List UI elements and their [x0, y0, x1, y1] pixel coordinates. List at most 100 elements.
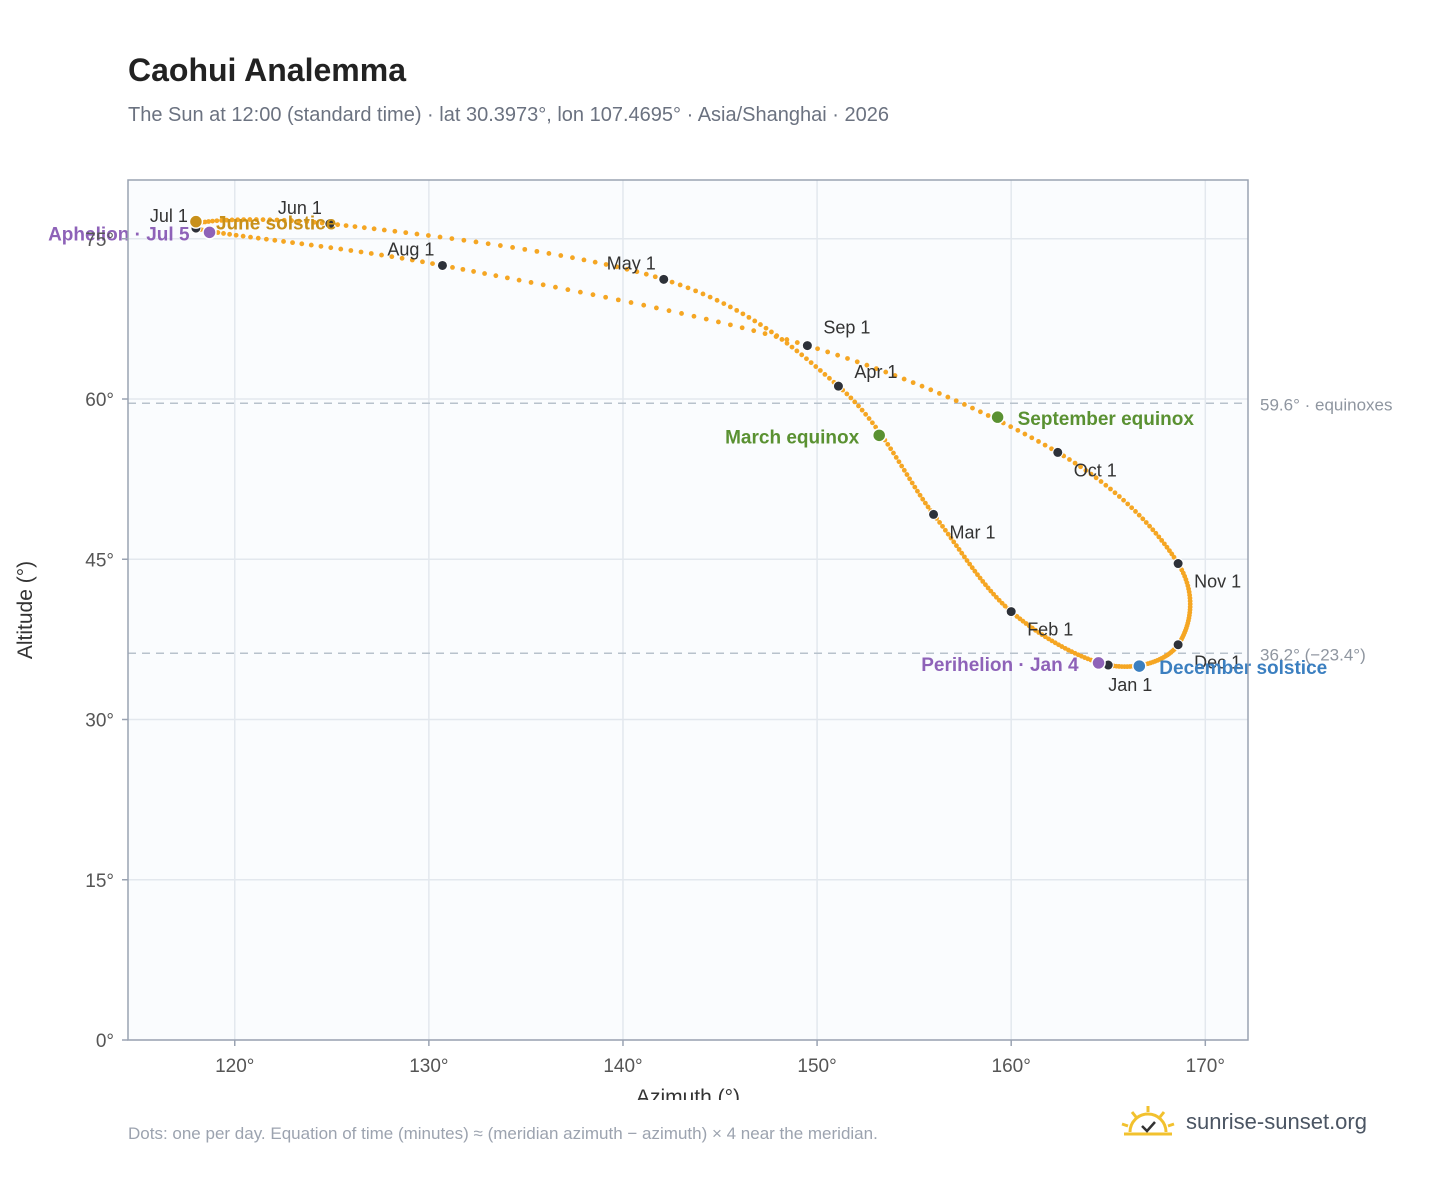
- daily-sun-dot: [763, 325, 769, 331]
- daily-sun-dot: [510, 245, 515, 250]
- daily-sun-dot: [856, 403, 861, 409]
- daily-sun-dot: [677, 282, 683, 288]
- daily-sun-dot: [1093, 475, 1099, 481]
- daily-sun-dot: [1159, 537, 1165, 543]
- daily-sun-dot: [614, 264, 620, 270]
- daily-sun-dot: [991, 591, 996, 597]
- daily-sun-dot: [956, 547, 962, 552]
- daily-sun-dot: [859, 407, 865, 413]
- daily-sun-dot: [1125, 501, 1131, 507]
- daily-sun-dot: [892, 373, 898, 378]
- daily-sun-dot: [891, 450, 896, 456]
- daily-sun-dot: [328, 245, 334, 251]
- daily-sun-dot: [808, 360, 814, 366]
- daily-sun-dot: [1161, 541, 1167, 547]
- daily-sun-dot: [666, 308, 672, 314]
- daily-sun-dot: [920, 496, 926, 502]
- daily-sun-dot: [215, 230, 221, 235]
- month-label: Oct 1: [1074, 460, 1117, 480]
- daily-sun-dot: [260, 217, 266, 223]
- daily-sun-dot: [590, 292, 596, 298]
- daily-sun-dot: [962, 554, 967, 560]
- daily-sun-dot: [980, 578, 986, 584]
- daily-sun-dot: [1088, 471, 1094, 477]
- y-axis-label: Altitude (°): [14, 561, 37, 659]
- axis-ticks: 120° 130° 140° 150° 160° 170° 0° 15° 30° 45° 60° 75…: [85, 230, 1225, 1077]
- month-label: Feb 1: [1027, 620, 1073, 640]
- daily-sun-dot: [714, 297, 720, 303]
- daily-sun-dot: [740, 311, 746, 317]
- daily-sun-dot: [922, 500, 928, 506]
- daily-sun-dot: [746, 314, 752, 320]
- daily-sun-dot: [685, 285, 691, 291]
- daily-sun-dot: [267, 217, 273, 223]
- y-tick-label: 0°: [96, 1031, 114, 1052]
- daily-sun-dot: [641, 302, 647, 308]
- daily-sun-dot: [399, 255, 405, 261]
- daily-sun-dot: [904, 472, 910, 477]
- daily-sun-dot: [864, 362, 870, 368]
- daily-sun-dot: [643, 271, 649, 277]
- daily-sun-dot: [1129, 505, 1135, 511]
- event-marker: [1091, 655, 1106, 671]
- daily-sun-dot: [485, 241, 491, 247]
- daily-sun-dot: [852, 399, 858, 405]
- brand-text: sunrise-sunset.org: [1186, 1109, 1367, 1134]
- y-tick-label: 30°: [85, 711, 114, 732]
- daily-sun-dot: [319, 220, 325, 226]
- daily-sun-dot: [940, 523, 945, 529]
- month-marker: [658, 273, 670, 285]
- daily-sun-dot: [948, 535, 954, 541]
- daily-sun-dot: [1083, 468, 1089, 473]
- daily-sun-dot: [516, 277, 522, 283]
- daily-sun-dot: [977, 575, 983, 581]
- month-marker: [801, 340, 813, 352]
- daily-sun-dot: [789, 344, 795, 350]
- daily-sun-dot: [784, 340, 790, 346]
- daily-sun-dot: [471, 269, 476, 274]
- daily-sun-dot: [308, 242, 314, 248]
- daily-sun-dot: [758, 322, 763, 327]
- daily-sun-dot: [534, 248, 540, 254]
- x-axis-label: Azimuth (°): [636, 1086, 740, 1100]
- daily-sun-dot: [229, 217, 235, 223]
- daily-sun-dot: [700, 291, 706, 297]
- daily-sun-dot: [227, 231, 233, 237]
- daily-sun-dot: [752, 318, 758, 324]
- daily-sun-dot: [937, 519, 942, 525]
- daily-sun-dot: [247, 217, 253, 222]
- daily-sun-dot: [972, 568, 978, 574]
- daily-sun-dot: [693, 288, 699, 294]
- month-label: Apr 1: [854, 362, 897, 382]
- daily-sun-dot: [389, 254, 395, 260]
- month-label: May 1: [607, 253, 656, 273]
- daily-sun-dot: [652, 274, 658, 280]
- event-label: Aphelion · Jul 5: [48, 224, 190, 245]
- daily-sun-dot: [210, 218, 215, 224]
- daily-sun-dot: [414, 231, 420, 237]
- brand-logo: sunrise-sunset.org: [1120, 1104, 1367, 1140]
- daily-sun-dot: [925, 504, 931, 510]
- x-tick-label: 170°: [1186, 1056, 1225, 1077]
- daily-sun-dot: [214, 218, 220, 224]
- daily-sun-dot: [358, 249, 364, 255]
- daily-sun-dot: [985, 585, 991, 591]
- daily-sun-dot: [769, 329, 774, 335]
- daily-sun-dot: [241, 217, 247, 223]
- x-tick-label: 130°: [409, 1056, 448, 1077]
- daily-sun-dot: [784, 337, 790, 342]
- daily-sun-dot: [817, 368, 823, 373]
- daily-sun-dot: [343, 223, 349, 228]
- month-marker: [324, 218, 336, 230]
- daily-sun-dot: [1008, 424, 1014, 430]
- daily-sun-dot: [996, 597, 1002, 603]
- daily-sun-dot: [964, 558, 970, 563]
- daily-sun-dot: [392, 228, 398, 234]
- daily-sun-dot: [255, 235, 261, 241]
- daily-sun-dot: [827, 375, 832, 381]
- daily-sun-dot: [815, 346, 820, 352]
- daily-sun-dot: [1098, 479, 1104, 484]
- event-marker: [871, 428, 887, 443]
- daily-sun-dot: [885, 441, 891, 447]
- event-label: December solstice: [1159, 658, 1327, 679]
